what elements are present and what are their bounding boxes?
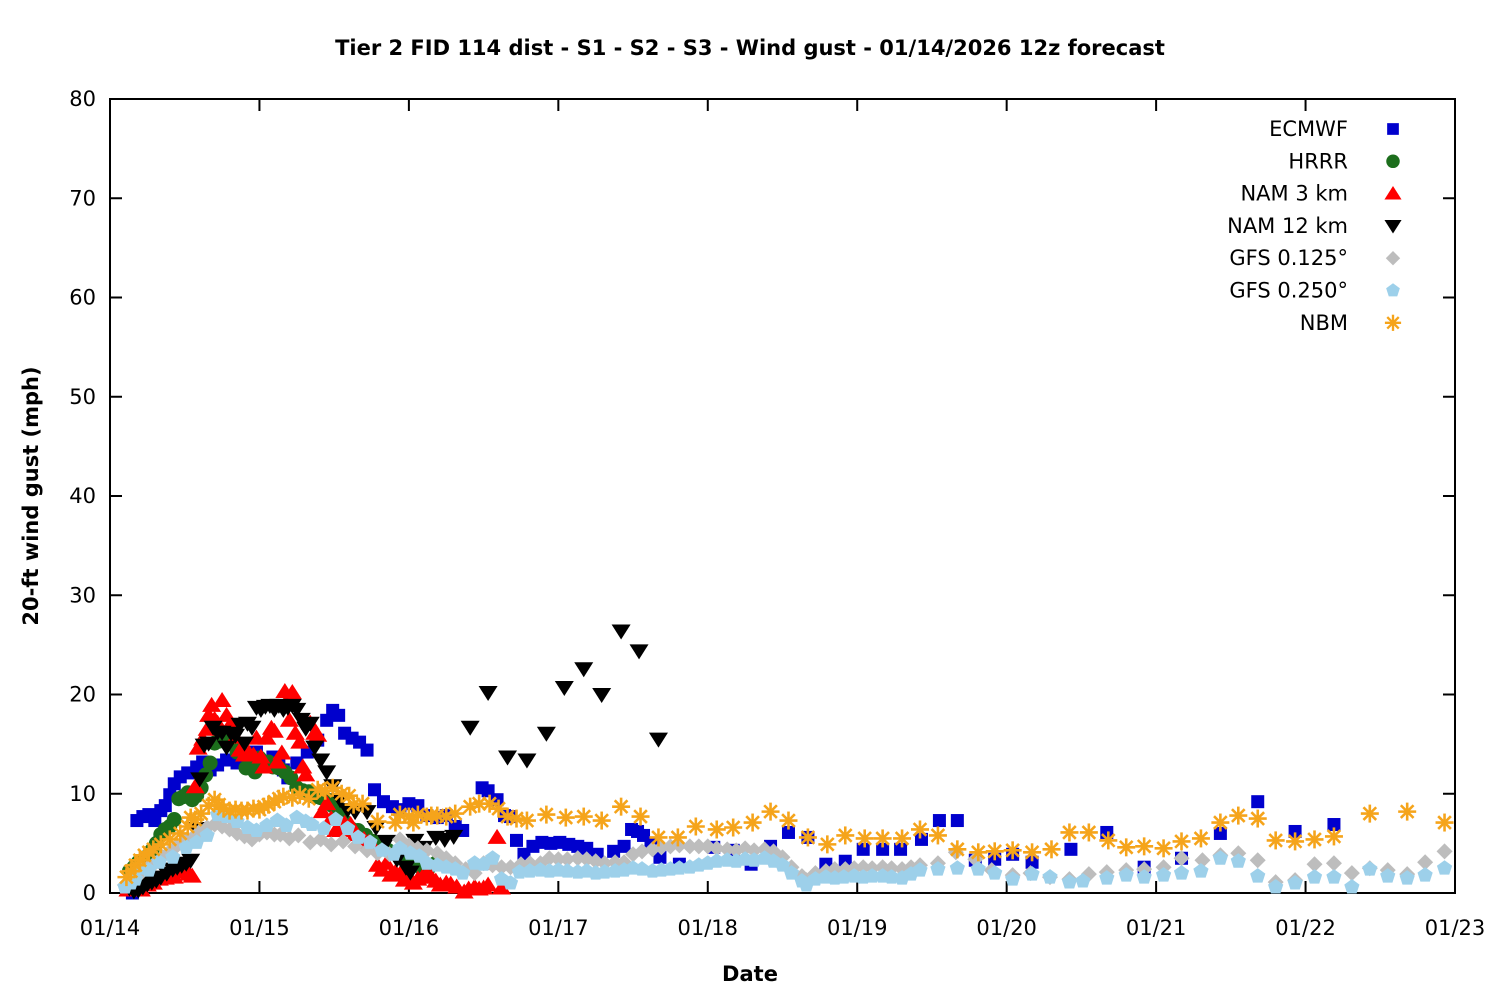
x-tick-label: 01/17 xyxy=(528,916,589,940)
x-tick-label: 01/22 xyxy=(1275,916,1336,940)
legend-label: ECMWF xyxy=(1269,117,1348,141)
y-tick-label: 0 xyxy=(83,881,96,905)
axis-ticks xyxy=(109,98,1456,894)
x-tick-label: 01/18 xyxy=(678,916,739,940)
legend-entry-gfs-0-250: GFS 0.250° xyxy=(1229,279,1400,303)
legend-label: NAM 3 km xyxy=(1240,182,1348,206)
x-tick-label: 01/16 xyxy=(379,916,440,940)
y-tick-label: 20 xyxy=(69,683,96,707)
legend: ECMWF HRRR NAM 3 km NAM 12 km GFS 0.125° GFS … xyxy=(1227,117,1402,335)
x-tick-label: 01/14 xyxy=(80,916,141,940)
series-nbm-points xyxy=(117,778,1454,887)
legend-entry-hrrr: HRRR xyxy=(1288,149,1400,173)
legend-entry-gfs-0-125: GFS 0.125° xyxy=(1229,246,1401,270)
legend-entry-nam-3-km: NAM 3 km xyxy=(1240,182,1402,206)
x-tick-label: 01/21 xyxy=(1126,916,1187,940)
x-axis-label: Date xyxy=(722,962,778,986)
x-tick-label: 01/15 xyxy=(229,916,290,940)
y-tick-label: 70 xyxy=(69,186,96,210)
y-tick-label: 10 xyxy=(69,782,96,806)
series-nam-3-km-points xyxy=(118,683,512,899)
legend-label: NBM xyxy=(1300,311,1348,335)
legend-label: HRRR xyxy=(1288,149,1348,173)
y-tick-label: 50 xyxy=(69,385,96,409)
legend-entry-nbm: NBM xyxy=(1300,311,1402,335)
legend-entry-ecmwf: ECMWF xyxy=(1269,117,1399,141)
legend-entry-nam-12-km: NAM 12 km xyxy=(1227,214,1402,238)
y-tick-label: 30 xyxy=(69,583,96,607)
legend-label: GFS 0.250° xyxy=(1229,279,1348,303)
y-tick-label: 40 xyxy=(69,484,96,508)
y-tick-label: 60 xyxy=(69,286,96,310)
y-tick-label: 80 xyxy=(69,87,96,111)
x-tick-label: 01/23 xyxy=(1425,916,1486,940)
x-tick-label: 01/19 xyxy=(827,916,888,940)
axis-tick-labels: 01/14 01/15 01/16 01/17 01/18 01/19 01/20 01/21… xyxy=(69,87,1485,940)
legend-label: NAM 12 km xyxy=(1227,214,1348,238)
x-tick-label: 01/20 xyxy=(976,916,1037,940)
chart-title: Tier 2 FID 114 dist - S1 - S2 - S3 - Win… xyxy=(335,36,1165,60)
legend-label: GFS 0.125° xyxy=(1229,246,1348,270)
